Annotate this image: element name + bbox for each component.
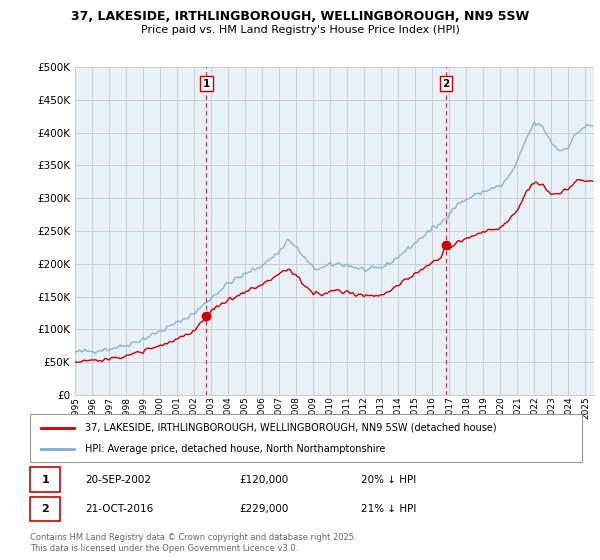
Bar — [30, 497, 61, 521]
Text: 2: 2 — [41, 504, 49, 514]
Text: 37, LAKESIDE, IRTHLINGBOROUGH, WELLINGBOROUGH, NN9 5SW (detached house): 37, LAKESIDE, IRTHLINGBOROUGH, WELLINGBO… — [85, 423, 497, 433]
Text: Contains HM Land Registry data © Crown copyright and database right 2025.
This d: Contains HM Land Registry data © Crown c… — [30, 533, 356, 553]
Text: 37, LAKESIDE, IRTHLINGBOROUGH, WELLINGBOROUGH, NN9 5SW: 37, LAKESIDE, IRTHLINGBOROUGH, WELLINGBO… — [71, 10, 529, 23]
Text: £120,000: £120,000 — [240, 475, 289, 484]
Text: 20% ↓ HPI: 20% ↓ HPI — [361, 475, 416, 484]
Bar — [30, 468, 61, 492]
Text: 2: 2 — [442, 78, 449, 88]
Text: HPI: Average price, detached house, North Northamptonshire: HPI: Average price, detached house, Nort… — [85, 444, 386, 454]
Text: £229,000: £229,000 — [240, 504, 289, 514]
Text: 1: 1 — [41, 475, 49, 484]
Text: Price paid vs. HM Land Registry's House Price Index (HPI): Price paid vs. HM Land Registry's House … — [140, 25, 460, 35]
FancyBboxPatch shape — [30, 414, 582, 462]
Text: 20-SEP-2002: 20-SEP-2002 — [85, 475, 151, 484]
Text: 1: 1 — [203, 78, 210, 88]
Text: 21-OCT-2016: 21-OCT-2016 — [85, 504, 154, 514]
Text: 21% ↓ HPI: 21% ↓ HPI — [361, 504, 416, 514]
